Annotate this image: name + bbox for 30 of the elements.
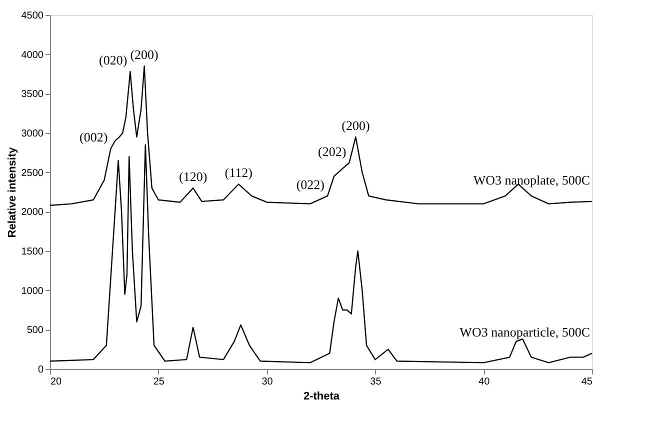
- x-tick-label: 40: [478, 376, 490, 388]
- y-tick-label: 1000: [21, 286, 44, 297]
- line-series: [49, 66, 593, 206]
- series-label: WO3 nanoparticle, 500C: [460, 324, 590, 340]
- annotation: (200): [130, 47, 158, 62]
- annotation: (202): [318, 144, 346, 159]
- x-tick-label: 20: [50, 376, 62, 388]
- annotation: (020): [99, 52, 128, 68]
- annotation: (002): [80, 130, 108, 145]
- line-series: [49, 144, 593, 364]
- y-tick-label: 4500: [21, 10, 44, 22]
- y-tick-label: 500: [26, 325, 44, 336]
- y-tick-label: 4000: [21, 50, 44, 61]
- series-label: WO3 nanoplate, 500C: [473, 172, 590, 188]
- x-tick-label: 30: [262, 376, 274, 388]
- annotation: (120): [179, 169, 208, 184]
- x-tick-label: 35: [370, 376, 382, 388]
- x-tick-label: 25: [153, 376, 165, 388]
- x-tick-label: 45: [581, 376, 593, 388]
- y-tick-label: 0: [38, 364, 44, 376]
- annotation: (112): [224, 165, 252, 180]
- annotation: (022): [296, 176, 325, 192]
- x-axis-title: 2-theta: [303, 390, 340, 402]
- y-tick-label: 2000: [21, 207, 44, 218]
- y-tick-label: 3500: [21, 89, 44, 100]
- y-tick-label: 2500: [21, 168, 44, 179]
- y-tick-label: 3000: [21, 128, 44, 140]
- annotation: (200): [342, 118, 370, 133]
- y-tick-label: 1500: [21, 246, 44, 258]
- y-axis-title: Relative intensity: [6, 146, 18, 238]
